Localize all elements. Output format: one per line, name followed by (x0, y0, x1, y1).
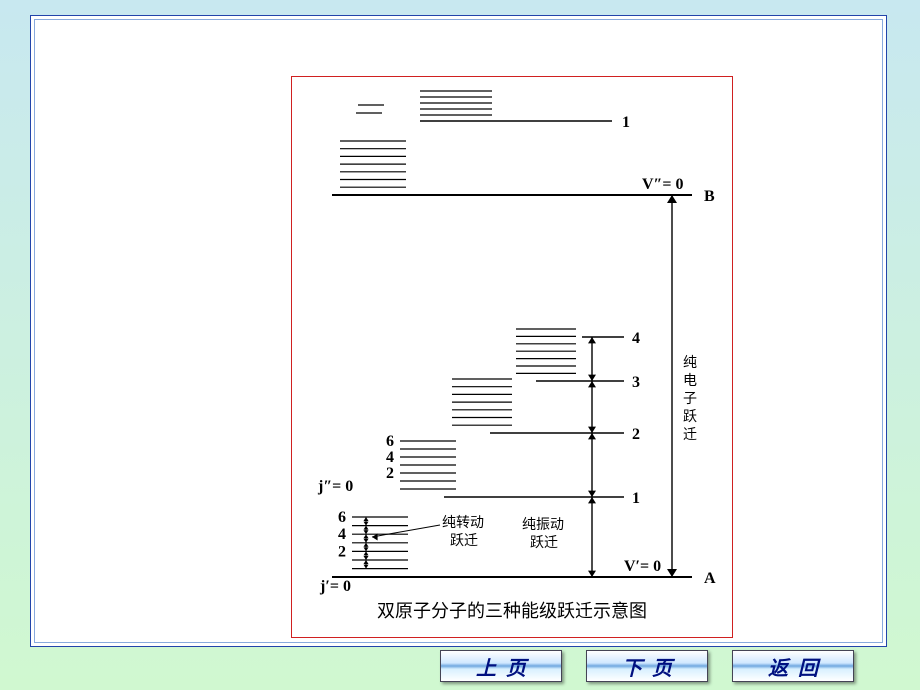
prev-button[interactable]: 上页 (440, 650, 562, 682)
svg-text:j′= 0: j′= 0 (319, 578, 351, 595)
svg-text:V′= 0: V′= 0 (624, 558, 661, 575)
energy-level-diagram: V″= 0B1V′= 0A1234642642j″= 0j′= 0纯转动跃迁纯振… (292, 77, 732, 597)
slide-frame: V″= 0B1V′= 0A1234642642j″= 0j′= 0纯转动跃迁纯振… (30, 15, 887, 647)
svg-text:4: 4 (386, 449, 394, 466)
svg-text:2: 2 (632, 426, 640, 443)
svg-text:B: B (704, 188, 715, 205)
svg-text:纯振动: 纯振动 (522, 517, 564, 533)
svg-text:4: 4 (632, 330, 640, 347)
svg-text:1: 1 (632, 490, 640, 507)
svg-text:跃迁: 跃迁 (530, 535, 558, 551)
svg-text:V″= 0: V″= 0 (642, 176, 684, 193)
page: V″= 0B1V′= 0A1234642642j″= 0j′= 0纯转动跃迁纯振… (0, 0, 920, 690)
svg-text:6: 6 (338, 509, 346, 526)
svg-text:j″= 0: j″= 0 (317, 478, 353, 495)
back-button[interactable]: 返回 (732, 650, 854, 682)
svg-text:纯电子跃迁: 纯电子跃迁 (683, 355, 697, 443)
svg-text:A: A (704, 570, 716, 587)
svg-text:2: 2 (386, 465, 394, 482)
svg-text:4: 4 (338, 526, 346, 543)
nav-bar: 上页 下页 返回 (440, 650, 854, 682)
diagram-caption: 双原子分子的三种能级跃迁示意图 (292, 597, 732, 623)
svg-text:1: 1 (622, 114, 630, 131)
next-button[interactable]: 下页 (586, 650, 708, 682)
svg-text:6: 6 (386, 433, 394, 450)
svg-text:纯转动: 纯转动 (442, 515, 484, 531)
svg-text:3: 3 (632, 374, 640, 391)
diagram-frame: V″= 0B1V′= 0A1234642642j″= 0j′= 0纯转动跃迁纯振… (291, 76, 733, 638)
svg-text:跃迁: 跃迁 (450, 533, 478, 549)
svg-text:2: 2 (338, 543, 346, 560)
